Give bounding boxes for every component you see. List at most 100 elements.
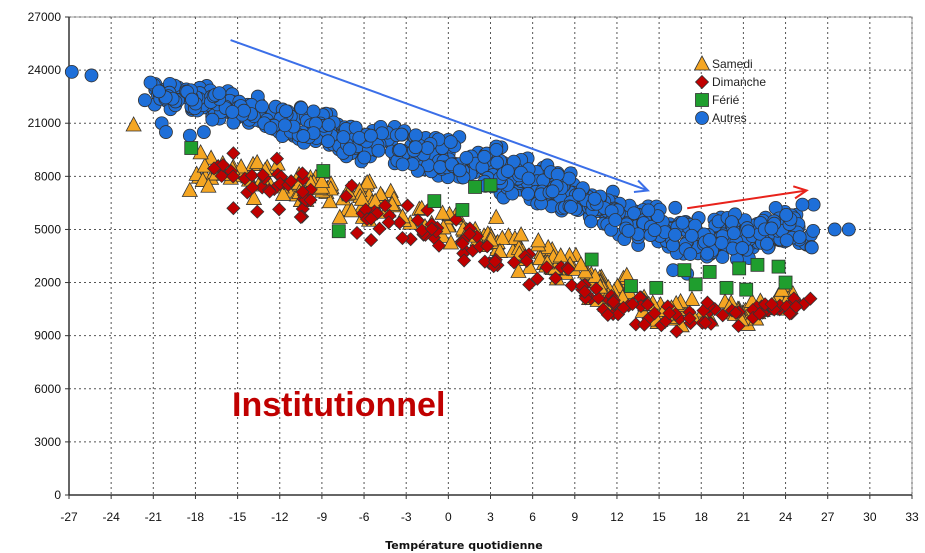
autres-point <box>675 215 690 230</box>
autres-point <box>182 128 197 143</box>
autres-point <box>608 213 623 227</box>
x-tick-label: 6 <box>529 510 536 524</box>
samedi-point <box>530 232 547 248</box>
fri-point <box>427 194 442 209</box>
dimanche-point <box>487 254 503 269</box>
autres-point <box>668 200 683 215</box>
dimanche-point <box>392 215 407 230</box>
autres-point <box>779 208 794 222</box>
dimanche-point <box>378 198 393 213</box>
dimanche-point <box>700 295 715 310</box>
dimanche-point <box>410 213 425 228</box>
samedi-point <box>572 255 590 272</box>
samedi-point <box>313 172 331 189</box>
autres-point <box>395 157 410 172</box>
autres-point <box>702 233 717 247</box>
autres-point <box>321 118 336 132</box>
dimanche-point <box>255 167 270 183</box>
autres-point <box>726 226 741 241</box>
x-tick-label: -12 <box>271 510 289 524</box>
dimanche-point <box>455 236 470 251</box>
y-tick-label: 9000 <box>34 329 61 343</box>
dimanche-point <box>293 209 308 225</box>
samedi-point <box>510 262 527 278</box>
fri-point <box>468 180 482 194</box>
dimanche-point <box>600 307 615 322</box>
x-tick-label: -24 <box>102 510 120 524</box>
x-tick-label: -9 <box>317 510 328 524</box>
autres-point <box>627 206 641 221</box>
autres-point <box>371 143 386 158</box>
dimanche-point <box>548 271 563 286</box>
dimanche-point <box>589 281 604 296</box>
autres-point <box>306 104 321 119</box>
dimanche-point <box>226 201 241 216</box>
dimanche-point <box>349 225 365 241</box>
autres-point <box>363 128 378 143</box>
autres-point <box>489 142 504 157</box>
dimanche-point <box>295 184 310 200</box>
legend-label-autres: Autres <box>712 111 747 125</box>
x-tick-label: 0 <box>445 510 452 524</box>
dimanche-point <box>214 168 229 184</box>
autres-point <box>795 197 810 212</box>
samedi-point <box>353 190 371 206</box>
autres-point <box>433 160 448 174</box>
x-tick-label: -3 <box>401 510 412 524</box>
autres-point <box>352 130 367 145</box>
autres-point <box>137 93 152 108</box>
autres-point <box>408 128 423 143</box>
x-tick-label: -18 <box>187 510 205 524</box>
x-tick-label: 24 <box>779 510 793 524</box>
y-tick-label: 8000 <box>34 169 61 183</box>
fri-point <box>184 141 199 155</box>
autres-point <box>683 247 698 261</box>
y-tick-label: 5000 <box>34 222 61 236</box>
samedi-point <box>274 185 292 201</box>
autres-point <box>584 214 598 229</box>
autres-point <box>408 140 423 155</box>
dimanche-point <box>682 311 697 326</box>
y-tick-label: 0 <box>54 488 61 502</box>
legend: Samedi Dimanche Férié Autres <box>693 55 766 125</box>
fri-point <box>584 252 599 267</box>
y-tick-label: 24000 <box>28 63 62 77</box>
autres-point <box>321 134 335 149</box>
dimanche-point <box>539 260 554 275</box>
autres-point <box>641 203 656 218</box>
samedi-point <box>434 204 451 220</box>
x-tick-labels: -27 -24 -21 -18 -15 -12 -9 -6 -3 0 3 6 9 12 15 18 21 24 27… <box>60 495 919 524</box>
autres-point <box>647 223 662 238</box>
autres-point <box>521 186 535 201</box>
dimanche-point <box>284 174 299 189</box>
dimanche-point <box>363 211 379 226</box>
autres-point <box>393 143 407 157</box>
trend-arrow-head <box>792 185 809 200</box>
dimanche-point <box>226 169 241 184</box>
dimanche-point <box>395 230 410 246</box>
samedi-point <box>494 229 511 245</box>
y-tick-label: 21000 <box>28 116 62 130</box>
autres-point <box>459 150 474 165</box>
x-axis-title: Température quotidienne <box>385 539 542 552</box>
autres-point <box>277 118 292 133</box>
autres-point <box>792 230 807 245</box>
samedi-point <box>683 290 701 306</box>
autres-point <box>84 68 99 83</box>
autres-point <box>263 121 278 136</box>
dimanche-point <box>728 305 743 320</box>
dimanche-point <box>788 299 804 314</box>
x-tick-label: 12 <box>610 510 624 524</box>
dimanche-point <box>731 318 746 333</box>
dimanche-point <box>591 291 606 306</box>
autres-point <box>159 125 173 139</box>
samedi-point <box>248 153 266 170</box>
autres-point <box>420 141 435 155</box>
autres-point <box>827 222 842 237</box>
autres-point <box>741 224 756 239</box>
y-tick-label: 6000 <box>34 382 61 396</box>
fri-point <box>771 259 786 274</box>
autres-point <box>152 84 166 99</box>
x-tick-label: 27 <box>821 510 835 524</box>
